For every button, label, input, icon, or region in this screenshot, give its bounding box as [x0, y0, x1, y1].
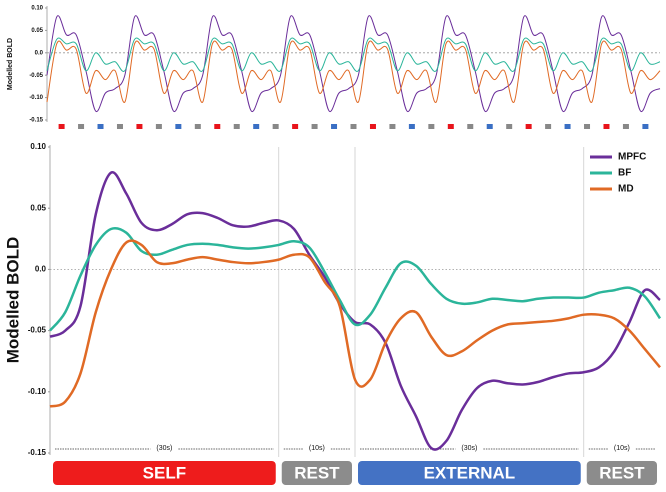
legend-label: MD	[618, 184, 634, 195]
legend-label: BF	[618, 168, 631, 179]
series-line	[46, 37, 661, 72]
block-label: REST	[599, 463, 645, 482]
series-line	[49, 226, 662, 332]
block-marker	[447, 124, 454, 129]
block-marker	[545, 124, 552, 129]
block-marker	[272, 124, 279, 129]
legend-label: MPFC	[618, 152, 646, 163]
block-marker	[97, 124, 104, 129]
block-marker	[136, 124, 143, 129]
block-marker	[506, 124, 513, 129]
block-marker	[253, 124, 260, 129]
block-marker	[194, 124, 201, 129]
block-label: SELF	[143, 463, 186, 482]
block-marker	[58, 124, 65, 129]
block-marker	[369, 124, 376, 129]
block-marker	[175, 124, 182, 129]
y-tick-label: -0.10	[29, 95, 43, 101]
block-duration: (10s)	[309, 445, 325, 452]
block-marker	[292, 124, 299, 129]
block-marker	[311, 124, 318, 129]
block-marker	[564, 124, 571, 129]
block-box	[281, 461, 352, 485]
y-tick-label: 0.0	[35, 265, 47, 274]
y-tick-label: -0.15	[28, 448, 47, 457]
y-tick-label: 0.0	[35, 50, 44, 56]
block-marker	[642, 124, 649, 129]
block-marker	[78, 124, 85, 129]
block-box	[358, 461, 581, 485]
block-marker	[467, 124, 474, 129]
block-marker	[408, 124, 415, 129]
block-duration: (10s)	[614, 445, 630, 452]
series-line	[46, 40, 661, 103]
y-tick-label: -0.05	[29, 73, 43, 79]
block-marker	[214, 124, 221, 129]
y-tick-label: -0.15	[29, 118, 43, 124]
block-marker	[350, 124, 357, 129]
y-tick-label: 0.05	[31, 28, 43, 34]
block-marker	[486, 124, 493, 129]
block-duration: (30s)	[156, 445, 172, 452]
block-marker	[525, 124, 532, 129]
block-box	[53, 461, 276, 485]
block-marker	[155, 124, 162, 129]
block-label: REST	[294, 463, 340, 482]
block-marker	[428, 124, 435, 129]
series-line	[49, 239, 661, 408]
block-marker	[331, 124, 338, 129]
block-duration: (30s)	[461, 445, 477, 452]
y-axis-label: Modelled BOLD	[3, 237, 22, 364]
y-tick-label: 0.10	[30, 142, 46, 151]
block-marker	[116, 124, 123, 129]
block-marker	[233, 124, 240, 129]
block-marker	[622, 124, 629, 129]
y-tick-label: 0.05	[30, 203, 46, 212]
y-tick-label: -0.05	[28, 326, 47, 335]
block-marker	[584, 124, 591, 129]
block-label: EXTERNAL	[424, 463, 516, 482]
y-axis-label: Modelled BOLD	[7, 38, 14, 90]
block-marker	[603, 124, 610, 129]
block-marker	[389, 124, 396, 129]
series-line	[49, 171, 661, 451]
y-tick-label: 0.10	[31, 6, 43, 12]
series-line	[46, 15, 661, 112]
block-box	[586, 461, 657, 485]
y-tick-label: -0.10	[28, 387, 47, 396]
